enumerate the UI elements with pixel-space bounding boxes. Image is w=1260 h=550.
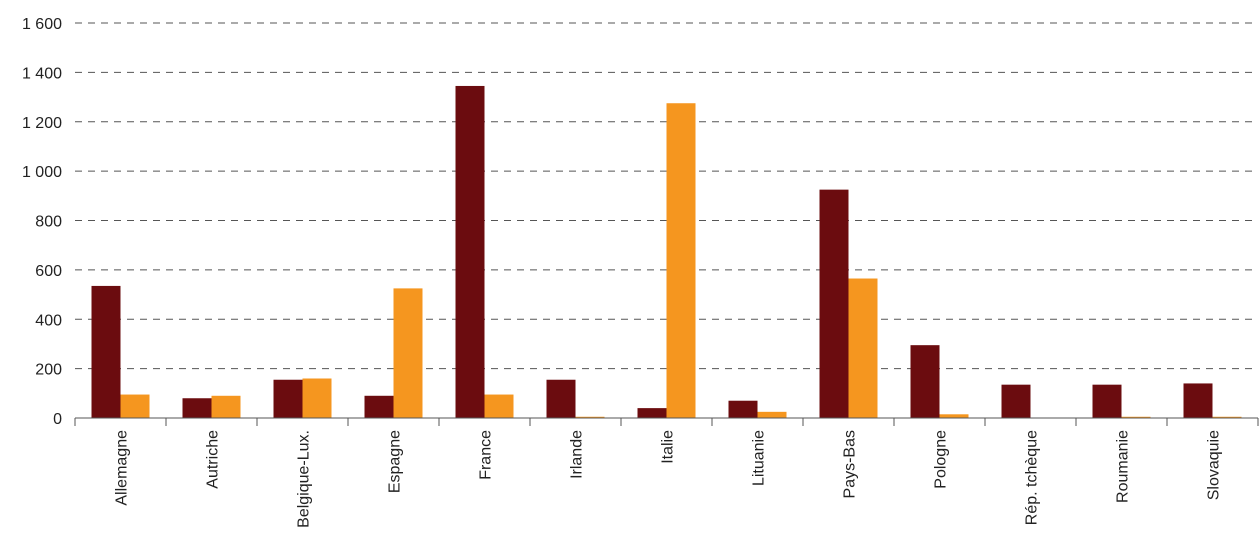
bar-series-1	[1001, 384, 1031, 418]
x-category-label: Lituanie	[751, 430, 768, 486]
bar-series-1	[819, 189, 849, 418]
x-category-label: Autriche	[205, 430, 222, 489]
y-tick-label: 0	[53, 411, 62, 428]
y-tick-label: 600	[35, 263, 62, 280]
bar-series-2	[484, 394, 514, 418]
bar-series-2	[211, 395, 241, 418]
bar-series-2	[939, 414, 969, 418]
x-category-label: Pays-Bas	[842, 430, 859, 498]
bar-series-2	[757, 411, 787, 418]
bar-series-2	[1121, 416, 1151, 418]
bar-series-1	[1092, 384, 1122, 418]
y-tick-label: 200	[35, 362, 62, 379]
bar-series-1	[273, 379, 303, 418]
x-category-label: Espagne	[387, 430, 404, 493]
y-tick-label: 400	[35, 312, 62, 329]
x-category-label: Belgique-Lux.	[296, 430, 313, 528]
y-tick-label: 1 000	[22, 164, 62, 181]
x-category-label: Rép. tchèque	[1024, 430, 1041, 525]
y-axis: 0 200 400 600 800 1 000 1 200 1 400 1 600	[22, 16, 62, 428]
y-tick-label: 800	[35, 214, 62, 231]
bars	[91, 85, 1242, 418]
bar-series-1	[1183, 383, 1213, 418]
bar-series-1	[546, 379, 576, 418]
bar-series-1	[364, 395, 394, 418]
y-tick-label: 1 400	[22, 65, 62, 82]
bar-series-2	[1212, 416, 1242, 418]
x-category-label: Irlande	[569, 430, 586, 479]
bar-series-2	[575, 416, 605, 418]
x-category-label: Slovaquie	[1206, 430, 1223, 500]
bar-series-1	[91, 285, 121, 418]
bar-series-2	[302, 378, 332, 418]
bar-series-1	[910, 345, 940, 418]
bar-series-2	[666, 103, 696, 418]
x-category-label: Pologne	[933, 430, 950, 489]
bar-series-2	[393, 288, 423, 418]
x-axis: Allemagne Autriche Belgique-Lux. Espagne Fra…	[74, 417, 1259, 528]
y-tick-label: 1 200	[22, 115, 62, 132]
x-category-label: Roumanie	[1115, 430, 1132, 503]
bar-series-1	[728, 400, 758, 418]
bar-series-1	[637, 408, 667, 418]
bar-series-2	[120, 394, 150, 418]
x-category-label: France	[478, 430, 495, 480]
x-category-label: Allemagne	[114, 430, 131, 506]
bar-series-1	[182, 398, 212, 418]
x-category-label: Italie	[660, 430, 677, 464]
bar-series-1	[455, 85, 485, 418]
bar-series-2	[848, 278, 878, 418]
y-tick-label: 1 600	[22, 16, 62, 33]
